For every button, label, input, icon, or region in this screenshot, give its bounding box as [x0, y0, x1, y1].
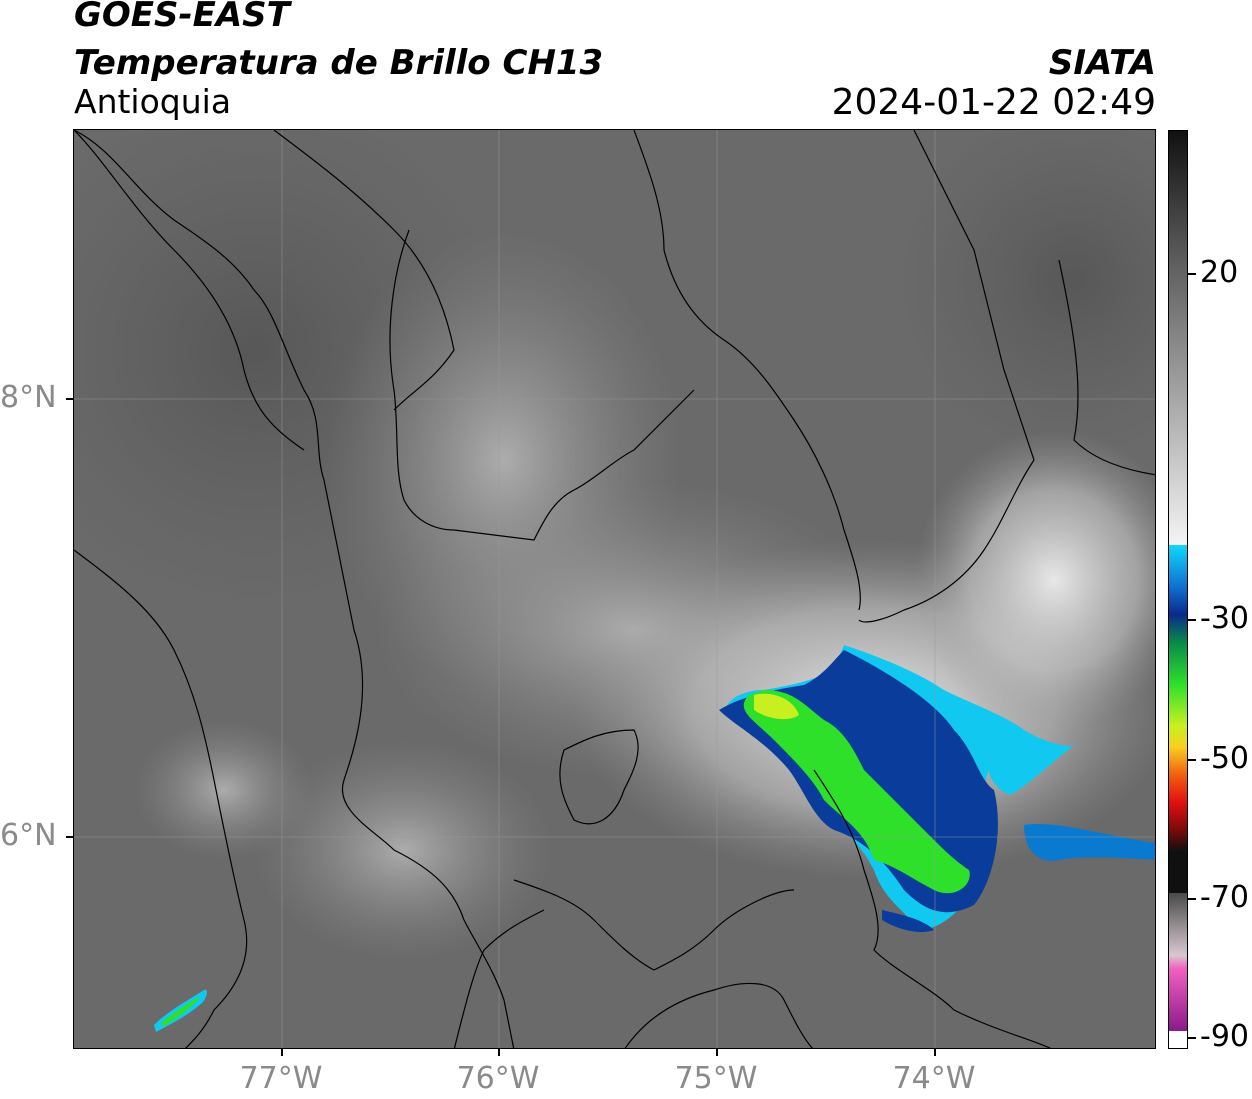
colorbar-label-minus70: -70: [1200, 880, 1249, 915]
organization-label: SIATA: [1048, 43, 1156, 83]
warm-patch-southwest: [134, 720, 314, 860]
colorbar-tick-minus50: [1188, 759, 1196, 761]
colorbar-label-minus90: -90: [1200, 1019, 1249, 1054]
product-title: Temperatura de Brillo CH13: [74, 43, 604, 83]
graticule: [74, 130, 1155, 1048]
lon-tick-mark-74: [934, 1049, 936, 1056]
boundary-cundinamarca: [624, 982, 814, 1048]
cloud-yellowgreen-peak: [754, 693, 799, 720]
cloud-green-core: [743, 690, 970, 894]
colorbar-tick-20: [1188, 273, 1196, 275]
warm-band-south: [254, 740, 554, 960]
boundary-caldas: [513, 879, 795, 971]
lon-tick-mark-76: [498, 1049, 500, 1056]
lat-tick-mark-8: [66, 398, 73, 400]
colorbar-label-20: 20: [1200, 255, 1239, 290]
boundary-cesar: [1058, 259, 1155, 476]
lat-tick-label-6: 6°N: [0, 818, 57, 853]
lon-tick-label-75: 75°W: [674, 1061, 758, 1096]
colorbar-label-minus30: -30: [1200, 601, 1249, 636]
cloud-southwest-green: [160, 996, 200, 1026]
coastline-caribbean: [273, 130, 455, 411]
boundaries: [74, 130, 1155, 1048]
lon-tick-label-76: 76°W: [456, 1061, 540, 1096]
boundary-risaralda: [453, 909, 545, 1048]
cloud-east-tail: [1024, 824, 1155, 861]
coastline-pacific: [74, 549, 248, 1048]
boundary-bolivar: [633, 130, 861, 611]
colorbar-tick-minus90: [1188, 1037, 1196, 1039]
lon-tick-label-77: 77°W: [239, 1061, 323, 1096]
satellite-title: GOES-EAST: [74, 0, 290, 35]
colorbar-label-minus50: -50: [1200, 741, 1249, 776]
lon-tick-mark-75: [716, 1049, 718, 1056]
boundary-valle-aburra: [559, 729, 639, 825]
dark-region-northeast: [894, 130, 1155, 460]
lon-tick-label-74: 74°W: [892, 1061, 976, 1096]
colorbar-gradient: [1169, 131, 1187, 1048]
boundary-boyaca: [813, 769, 1052, 1048]
datetime-label: 2024-01-22 02:49: [831, 82, 1156, 123]
lat-tick-label-8: 8°N: [0, 380, 57, 415]
map-canvas: [74, 130, 1155, 1048]
bright-cloud-east: [914, 430, 1155, 730]
boundary-santander: [858, 459, 1035, 623]
colorbar-tick-minus70: [1188, 898, 1196, 900]
boundary-cordoba: [389, 229, 695, 541]
coastline-uraba: [74, 130, 305, 451]
region-label: Antioquia: [74, 82, 232, 121]
temperature-colorbar: [1168, 130, 1188, 1049]
colorbar-tick-minus30: [1188, 619, 1196, 621]
lon-tick-mark-77: [281, 1049, 283, 1056]
boundary-santander-north: [913, 130, 1035, 461]
cloud-small-south: [882, 910, 934, 932]
satellite-map[interactable]: [73, 129, 1156, 1049]
lat-tick-mark-6: [66, 836, 73, 838]
boundary-west-antioquia: [74, 130, 515, 1048]
